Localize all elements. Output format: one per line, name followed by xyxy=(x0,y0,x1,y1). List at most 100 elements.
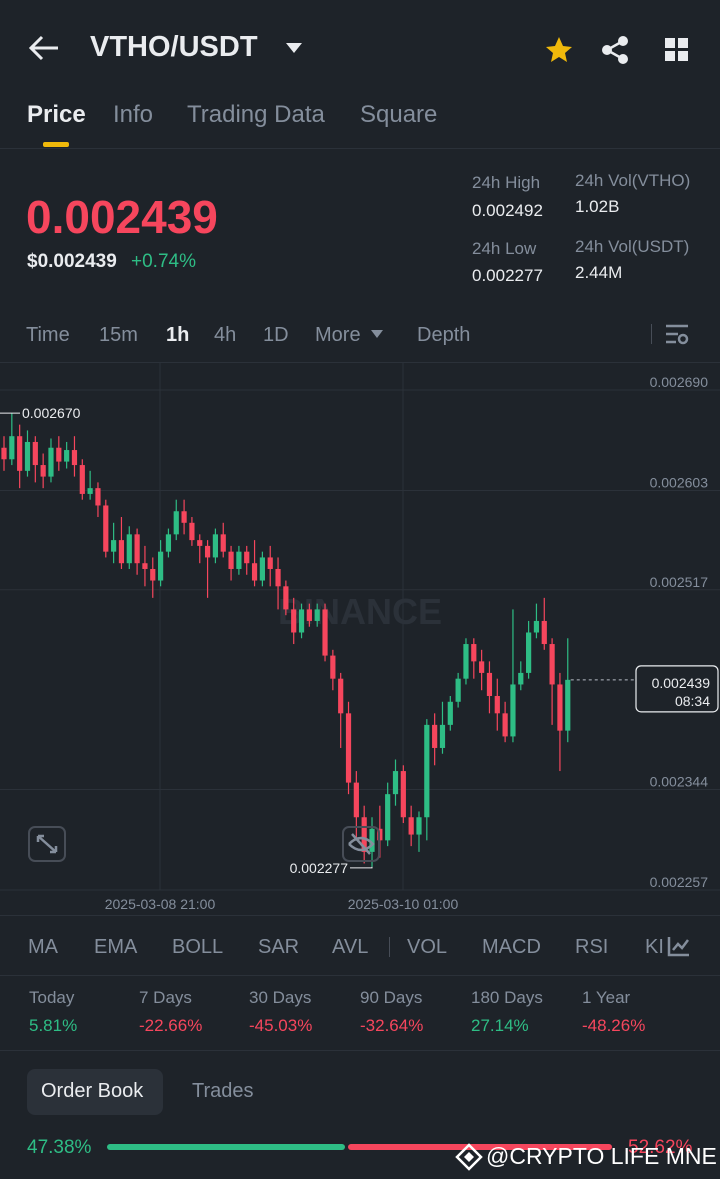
interval[interactable]: More xyxy=(315,324,361,346)
candle-body xyxy=(79,465,85,494)
more-caret xyxy=(371,330,383,338)
indicator[interactable]: AVL xyxy=(332,936,369,958)
candle-body xyxy=(338,678,344,714)
interval[interactable]: Depth xyxy=(417,324,471,346)
period-change: -48.26% xyxy=(582,1016,646,1035)
interval[interactable]: Time xyxy=(26,324,70,346)
star-icon[interactable] xyxy=(544,35,574,65)
candle-body xyxy=(71,450,78,466)
candle-body xyxy=(479,661,485,673)
candle-body xyxy=(291,609,297,633)
stat-value: 0.002492 xyxy=(472,201,543,220)
candle-body xyxy=(408,817,414,835)
candle-body xyxy=(275,568,281,587)
candle-body xyxy=(197,540,203,546)
dropdown-caret[interactable] xyxy=(285,42,303,54)
indicator[interactable]: SAR xyxy=(258,936,300,958)
indicator[interactable]: RSI xyxy=(575,936,609,958)
period-change: 27.14% xyxy=(471,1016,529,1035)
candle-body xyxy=(541,620,547,645)
order-tab[interactable]: Trades xyxy=(192,1080,254,1102)
hide-button[interactable] xyxy=(342,826,380,862)
tab[interactable]: Info xyxy=(113,101,154,128)
candle-body xyxy=(533,620,540,633)
low-marker: 0.002277 xyxy=(290,860,349,876)
divider xyxy=(0,148,720,149)
candle-body xyxy=(220,534,226,552)
candle-body xyxy=(267,557,273,569)
candle-body xyxy=(87,488,93,494)
candle-body xyxy=(471,644,477,662)
candle-body xyxy=(565,679,571,731)
candle-body xyxy=(353,782,359,818)
candle-body xyxy=(322,609,328,656)
candle-body xyxy=(298,609,305,633)
settings-icon[interactable] xyxy=(665,323,689,345)
sell-bar xyxy=(348,1144,612,1150)
order-tab[interactable]: Order Book xyxy=(41,1080,144,1102)
last-price: 0.002439 xyxy=(26,191,218,243)
candle-body xyxy=(455,678,461,702)
candle-body xyxy=(1,447,7,460)
candle-body xyxy=(361,817,367,852)
pair-title[interactable]: VTHO/USDT xyxy=(90,31,258,63)
indicator[interactable]: MA xyxy=(28,936,58,958)
share-icon[interactable] xyxy=(600,35,630,65)
period-change: -32.64% xyxy=(360,1016,424,1035)
y-tick-label: 0.002690 xyxy=(650,374,709,390)
last-price-box xyxy=(635,665,719,713)
candle-body xyxy=(212,534,219,558)
y-tick-label: 0.002344 xyxy=(650,774,709,790)
interval[interactable]: 15m xyxy=(99,324,138,346)
interval[interactable]: 1D xyxy=(263,324,289,346)
candle-body xyxy=(345,713,352,783)
indicator[interactable]: KI xyxy=(645,936,663,958)
buy-ratio: 47.38% xyxy=(27,1137,92,1158)
indicator[interactable]: BOLL xyxy=(172,936,224,958)
candle-body xyxy=(9,436,15,460)
expand-button[interactable] xyxy=(28,826,66,862)
tab-indicator xyxy=(43,142,69,147)
indicator[interactable]: MACD xyxy=(482,936,541,958)
y-tick-label: 0.002517 xyxy=(650,574,709,590)
grid-icon[interactable] xyxy=(664,37,690,63)
watermark-text: @CRYPTO LIFE MNE xyxy=(486,1143,717,1169)
x-tick-label: 2025-03-10 01:00 xyxy=(348,896,459,912)
candle-body xyxy=(158,551,164,581)
stat-value: 0.002277 xyxy=(472,266,543,285)
stat-label: 24h Vol(VTHO) xyxy=(575,171,691,190)
candle-body xyxy=(48,447,54,477)
candle-body xyxy=(103,505,109,552)
tab[interactable]: Square xyxy=(360,101,438,128)
period-change: -22.66% xyxy=(139,1016,203,1035)
separator xyxy=(651,324,652,344)
interval[interactable]: 1h xyxy=(166,324,190,346)
candle-body xyxy=(228,551,234,569)
indicator[interactable]: VOL xyxy=(407,936,448,958)
usd-price: $0.002439 xyxy=(27,251,117,272)
tab[interactable]: Price xyxy=(27,101,86,128)
candle-body xyxy=(181,511,187,523)
candle-body xyxy=(118,540,125,564)
candle-body xyxy=(314,609,320,621)
back-arrow[interactable] xyxy=(28,34,60,62)
candlestick-chart: BINANCE 0.002690 0.002603 0.002517 0.002344… xyxy=(0,362,720,912)
indicator-settings[interactable] xyxy=(667,935,691,957)
candle-body xyxy=(502,713,508,737)
candle-body xyxy=(392,771,399,795)
candle-body xyxy=(126,534,132,564)
price-change: +0.74% xyxy=(131,251,196,272)
period-change: 5.81% xyxy=(29,1016,78,1035)
tab-pill xyxy=(27,1069,163,1115)
indicator[interactable]: EMA xyxy=(94,936,138,958)
interval[interactable]: 4h xyxy=(214,324,237,346)
candle-body xyxy=(447,701,453,725)
candle-body xyxy=(400,771,406,818)
period-label: 7 Days xyxy=(139,988,192,1007)
divider xyxy=(0,915,720,916)
candle-body xyxy=(432,724,438,748)
tab[interactable]: Trading Data xyxy=(187,101,325,128)
sell-ratio: 52.62% xyxy=(628,1137,693,1158)
countdown: 08:34 xyxy=(675,693,710,709)
candle-body xyxy=(424,724,430,818)
